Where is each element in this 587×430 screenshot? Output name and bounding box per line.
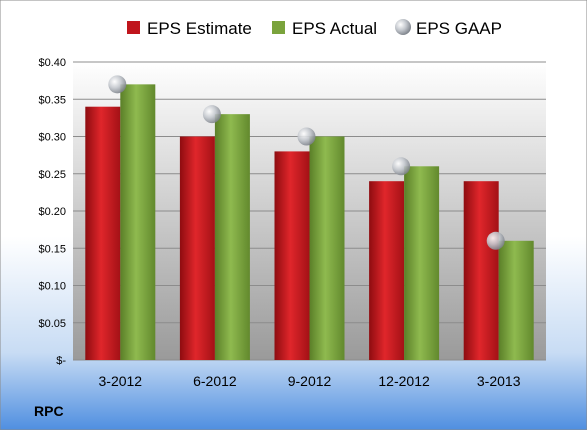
actual-bar xyxy=(404,166,440,360)
estimate-bar xyxy=(369,181,405,360)
gaap-marker xyxy=(486,231,505,250)
x-tick-label: 3-2013 xyxy=(477,373,521,389)
bars xyxy=(85,84,534,361)
legend-item-estimate: EPS Estimate xyxy=(127,19,252,38)
x-axis: 3-2012 6-2012 9-2012 12-2012 3-2013 xyxy=(99,373,521,389)
company-label: RPC xyxy=(34,403,64,419)
legend-label-gaap: EPS GAAP xyxy=(416,19,502,38)
y-tick-label: $0.20 xyxy=(38,206,66,218)
legend-label-actual: EPS Actual xyxy=(292,19,377,38)
legend-item-gaap: EPS GAAP xyxy=(395,19,502,38)
x-tick-label: 6-2012 xyxy=(193,373,237,389)
gaap-marker xyxy=(108,75,127,94)
y-tick-label: $0.30 xyxy=(38,132,66,144)
legend-label-estimate: EPS Estimate xyxy=(147,19,252,38)
gaap-markers xyxy=(108,75,505,250)
y-tick-label: $0.35 xyxy=(38,94,66,106)
estimate-bar xyxy=(179,136,215,360)
y-tick-label: $0.10 xyxy=(38,281,66,293)
y-tick-label: $- xyxy=(56,355,66,367)
legend-swatch-actual xyxy=(272,21,285,34)
legend-swatch-estimate xyxy=(127,21,140,34)
legend: EPS Estimate EPS Actual EPS GAAP xyxy=(127,19,502,38)
estimate-bar xyxy=(463,181,499,360)
actual-bar xyxy=(498,240,534,360)
gaap-marker xyxy=(202,105,221,124)
y-tick-label: $0.05 xyxy=(38,318,66,330)
gaap-marker xyxy=(297,127,316,146)
y-tick-label: $0.40 xyxy=(38,57,66,69)
gaap-marker xyxy=(392,157,411,176)
legend-item-actual: EPS Actual xyxy=(272,19,377,38)
x-tick-label: 9-2012 xyxy=(288,373,332,389)
x-tick-label: 3-2012 xyxy=(99,373,143,389)
estimate-bar xyxy=(85,106,121,360)
y-tick-label: $0.25 xyxy=(38,169,66,181)
actual-bar xyxy=(120,84,156,360)
estimate-bar xyxy=(274,151,310,360)
y-tick-label: $0.15 xyxy=(38,243,66,255)
actual-bar xyxy=(309,136,345,360)
x-tick-label: 12-2012 xyxy=(378,373,430,389)
legend-marker-gaap xyxy=(395,19,411,35)
y-axis: $- $0.05 $0.10 $0.15 $0.20 $0.25 $0.30 $0.35 $0.… xyxy=(38,57,66,367)
actual-bar xyxy=(214,114,250,361)
